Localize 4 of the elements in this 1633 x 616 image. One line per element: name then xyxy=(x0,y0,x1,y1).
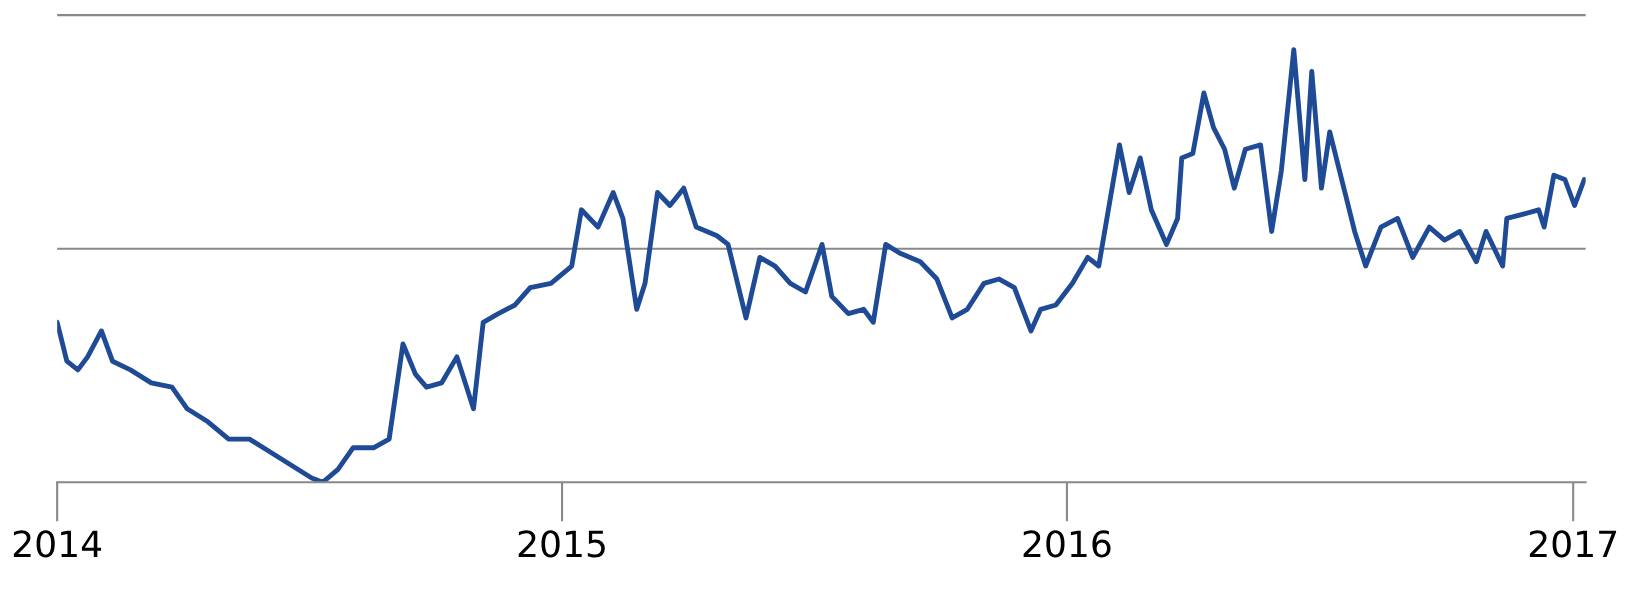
x-tick-label: 2017 xyxy=(1529,530,1617,558)
x-tick-label: 2015 xyxy=(518,530,605,558)
x-tick-label: 2014 xyxy=(13,530,102,558)
x-tick-label: 2016 xyxy=(1023,530,1111,558)
